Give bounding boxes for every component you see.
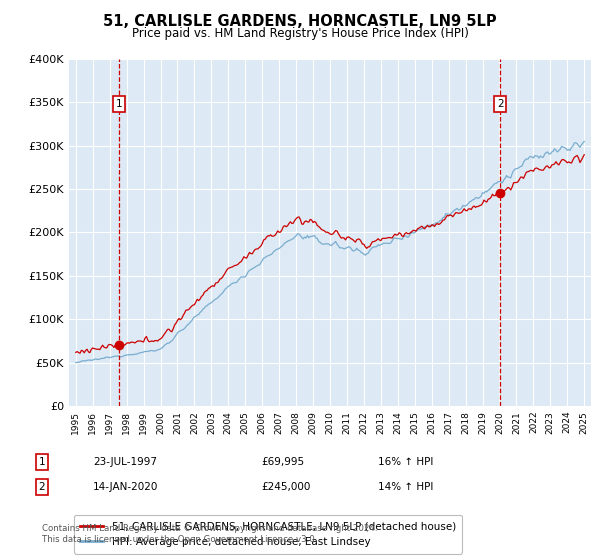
Text: 1: 1: [116, 99, 122, 109]
Text: £245,000: £245,000: [261, 482, 310, 492]
Text: 2: 2: [497, 99, 503, 109]
Text: 16% ↑ HPI: 16% ↑ HPI: [378, 457, 433, 467]
Text: 2: 2: [38, 482, 46, 492]
Text: Price paid vs. HM Land Registry's House Price Index (HPI): Price paid vs. HM Land Registry's House …: [131, 27, 469, 40]
Text: £69,995: £69,995: [261, 457, 304, 467]
Text: This data is licensed under the Open Government Licence v3.0.: This data is licensed under the Open Gov…: [42, 535, 317, 544]
Text: 1: 1: [38, 457, 46, 467]
Text: 14-JAN-2020: 14-JAN-2020: [93, 482, 158, 492]
Text: 23-JUL-1997: 23-JUL-1997: [93, 457, 157, 467]
Text: 51, CARLISLE GARDENS, HORNCASTLE, LN9 5LP: 51, CARLISLE GARDENS, HORNCASTLE, LN9 5L…: [103, 14, 497, 29]
Legend: 51, CARLISLE GARDENS, HORNCASTLE, LN9 5LP (detached house), HPI: Average price, : 51, CARLISLE GARDENS, HORNCASTLE, LN9 5L…: [74, 515, 462, 553]
Text: 14% ↑ HPI: 14% ↑ HPI: [378, 482, 433, 492]
Text: Contains HM Land Registry data © Crown copyright and database right 2024.: Contains HM Land Registry data © Crown c…: [42, 524, 377, 533]
